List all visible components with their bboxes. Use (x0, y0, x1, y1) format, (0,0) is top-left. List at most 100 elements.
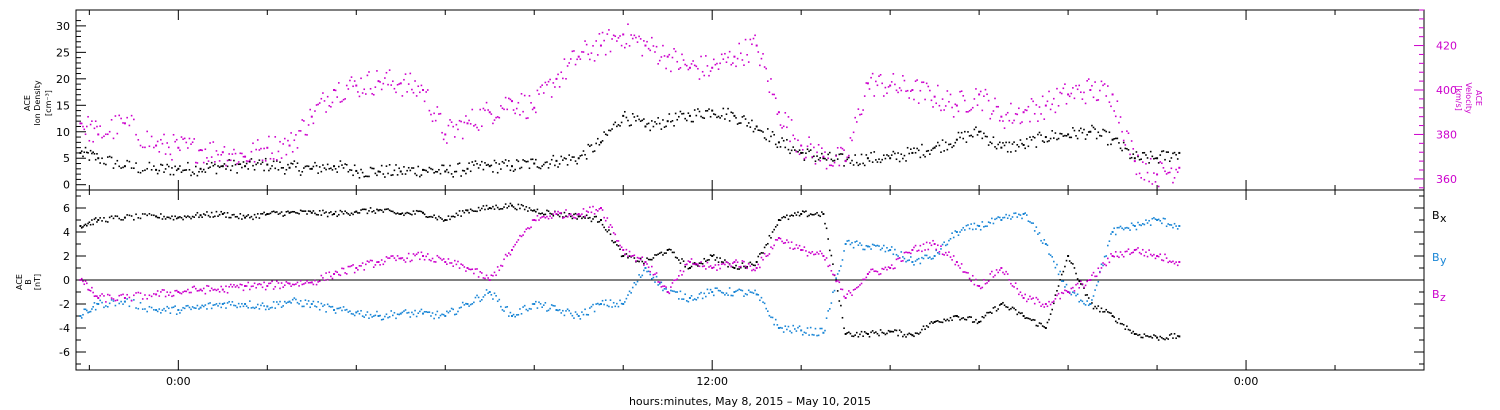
by-series-dot (625, 297, 628, 300)
density-series-dot (103, 162, 105, 165)
velocity-series-dot (249, 159, 251, 162)
density-series-dot (1024, 147, 1026, 150)
by-series-dot (1033, 230, 1036, 232)
velocity-series-dot (833, 161, 836, 164)
by-series-dot (180, 309, 183, 312)
velocity-series-dot (360, 77, 362, 80)
velocity-series-dot (350, 76, 353, 78)
bx-series-point (1022, 315, 1025, 317)
density-series-dot (940, 151, 942, 153)
density-series-dot (949, 143, 952, 146)
velocity-series-dot (1040, 113, 1042, 115)
density-series-dot (487, 163, 489, 166)
velocity-series-dot (838, 164, 841, 167)
bx-series-dot (366, 212, 369, 215)
velocity-series-dot (217, 153, 219, 156)
bx-series-dot (110, 215, 113, 218)
by-series-dot (712, 294, 715, 297)
density-series-dot (501, 160, 504, 163)
by-series-dot (1127, 227, 1130, 229)
density-series-dot (612, 123, 615, 126)
velocity-series-dot (296, 147, 299, 149)
bz-series-dot (272, 288, 275, 290)
by-series-dot (525, 308, 528, 311)
density-series-point (666, 120, 669, 123)
density-series-dot (139, 171, 142, 174)
bx-series-dot (585, 214, 588, 217)
by-series-dot (141, 308, 144, 310)
bx-series-dot (241, 218, 243, 220)
by-series-dot (272, 301, 275, 303)
density-series-dot (890, 154, 893, 156)
by-series-dot (552, 304, 555, 307)
velocity-series-dot (759, 64, 761, 67)
by-series-dot (925, 254, 928, 257)
by-series-dot (312, 300, 315, 303)
density-series-dot (1083, 128, 1085, 131)
velocity-series-point (1111, 93, 1114, 96)
bx-series-dot (830, 254, 833, 257)
by-series-dot (379, 314, 381, 317)
bz-series-dot (110, 297, 113, 299)
density-series-dot (379, 171, 381, 173)
bx-series-dot (771, 231, 774, 233)
bz-series-dot (639, 258, 642, 261)
bx-series-point (622, 255, 625, 257)
velocity-series-dot (229, 159, 232, 162)
density-series-point (1000, 146, 1003, 149)
bz-series-dot (603, 216, 605, 219)
bz-series-dot (493, 271, 496, 274)
bz-series-dot (241, 283, 243, 286)
density-series-dot (528, 167, 531, 170)
density-series-dot (1110, 143, 1112, 146)
velocity-series-dot (636, 41, 639, 43)
bx-series-dot (438, 215, 440, 218)
density-series-dot (759, 129, 761, 132)
bx-series-dot (989, 311, 992, 314)
bz-series-dot (627, 255, 629, 258)
velocity-series-point (777, 111, 780, 114)
density-series-point (1089, 130, 1092, 133)
velocity-series-dot (171, 158, 173, 161)
density-series-dot (789, 152, 791, 155)
by-series-dot (350, 312, 353, 315)
by-series-dot (584, 308, 586, 311)
by-series-point (644, 267, 647, 269)
bz-series-dot (620, 246, 623, 249)
density-series-dot (560, 155, 563, 158)
bx-series-point (733, 267, 736, 269)
bx-series-dot (482, 205, 485, 207)
velocity-series-point (1089, 89, 1092, 91)
bx-series-dot (210, 211, 213, 214)
legend-bx-subscript: x (1440, 212, 1447, 225)
velocity-series-dot (674, 50, 677, 53)
by-series-dot (442, 313, 445, 316)
velocity-series-dot (967, 111, 969, 113)
bx-series-point (488, 207, 491, 209)
velocity-series-dot (1091, 84, 1093, 87)
bx-series-dot (357, 212, 359, 214)
by-series-dot (967, 224, 969, 226)
velocity-series-dot (765, 67, 768, 70)
velocity-series-dot (786, 126, 788, 129)
bx-series-dot (223, 212, 226, 214)
density-series-dot (900, 153, 903, 156)
velocity-series-dot (179, 149, 181, 152)
density-series-dot (685, 119, 688, 122)
by-series-dot (1118, 226, 1120, 229)
velocity-series-dot (941, 98, 944, 100)
bz-series-dot (522, 234, 524, 236)
by-series-dot (658, 283, 661, 285)
velocity-series-dot (465, 115, 467, 117)
density-series-dot (174, 165, 176, 168)
bz-series-dot (514, 243, 516, 246)
density-series-point (399, 170, 402, 173)
bx-series-dot (360, 209, 362, 211)
velocity-series-dot (1021, 121, 1023, 123)
bz-series-dot (566, 215, 569, 218)
density-series-dot (538, 166, 540, 169)
bz-series-dot (819, 250, 822, 252)
by-series-dot (425, 311, 427, 313)
by-series-dot (957, 234, 960, 236)
bx-series-dot (1046, 321, 1049, 324)
